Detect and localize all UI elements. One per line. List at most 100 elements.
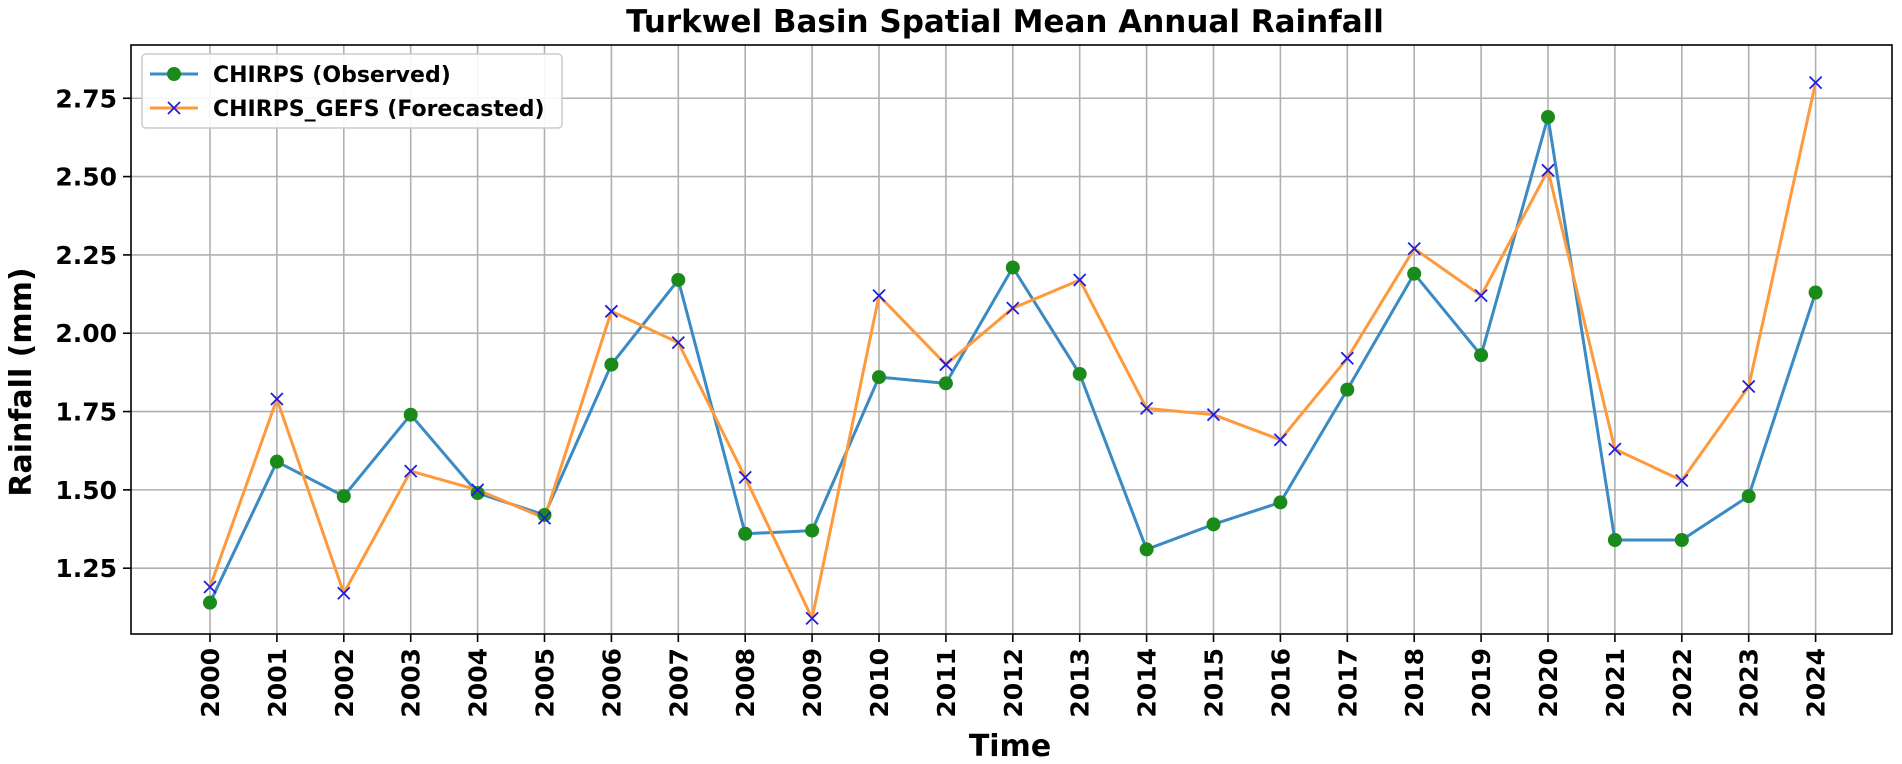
x-tick-label: 2017 xyxy=(1333,648,1362,718)
x-tick-label: 2003 xyxy=(397,648,426,718)
data-point xyxy=(403,407,418,422)
x-tick-label: 2022 xyxy=(1668,648,1697,718)
y-tick-label: 1.50 xyxy=(55,476,117,505)
data-point xyxy=(336,489,351,504)
x-tick-label: 2018 xyxy=(1400,648,1429,718)
data-point xyxy=(470,486,485,501)
data-point xyxy=(1742,379,1756,394)
series-1-markers xyxy=(203,110,1823,610)
y-tick-label: 2.75 xyxy=(55,84,117,113)
x-tick-label: 2013 xyxy=(1066,648,1095,718)
x-tick-label: 2024 xyxy=(1802,648,1831,718)
data-point xyxy=(671,272,686,287)
data-point xyxy=(1273,495,1288,510)
data-point xyxy=(1674,533,1689,548)
data-point xyxy=(671,335,685,350)
x-tick-label: 2007 xyxy=(664,648,693,718)
legend-marker xyxy=(167,67,181,81)
data-point xyxy=(604,304,619,318)
data-point xyxy=(1407,242,1421,256)
x-tick-label: 2008 xyxy=(731,648,760,718)
data-point xyxy=(1005,260,1020,275)
data-point xyxy=(1206,517,1221,532)
x-tick-label: 2015 xyxy=(1200,648,1229,718)
data-point xyxy=(269,454,284,469)
x-tick-label: 2000 xyxy=(196,648,225,718)
data-point xyxy=(1206,408,1221,422)
data-point xyxy=(1006,301,1020,315)
data-point xyxy=(1340,351,1354,365)
y-tick-label: 2.25 xyxy=(55,241,117,270)
x-tick-label: 2002 xyxy=(330,648,359,718)
data-point xyxy=(537,511,552,525)
grid-lines xyxy=(131,45,1892,634)
data-point xyxy=(872,289,886,303)
data-point xyxy=(872,370,886,385)
data-point xyxy=(938,376,953,391)
legend-marker xyxy=(167,101,181,115)
y-axis-title: Rainfall (mm) xyxy=(4,267,39,496)
y-tick-label: 2.00 xyxy=(55,319,117,348)
x-tick-label: 2011 xyxy=(932,648,961,718)
data-point xyxy=(1675,473,1689,488)
x-tick-label: 2019 xyxy=(1467,648,1496,718)
data-point xyxy=(1273,433,1288,447)
data-point xyxy=(738,470,752,484)
x-tick-label: 2004 xyxy=(464,648,493,718)
legend-label: CHIRPS_GEFS (Forecasted) xyxy=(213,97,545,122)
x-tick-label: 2016 xyxy=(1266,648,1295,718)
y-tick-label: 1.25 xyxy=(55,554,117,583)
legend-label: CHIRPS (Observed) xyxy=(213,63,451,88)
data-point xyxy=(1474,348,1489,363)
data-point xyxy=(337,586,351,600)
data-point xyxy=(1073,273,1087,287)
data-point xyxy=(470,483,485,497)
x-tick-label: 2009 xyxy=(798,648,827,718)
data-point xyxy=(203,595,217,610)
data-point xyxy=(604,357,619,372)
data-point xyxy=(270,392,284,406)
data-point xyxy=(1541,163,1555,177)
data-point xyxy=(1541,110,1555,125)
data-point xyxy=(805,611,819,625)
x-tick-label: 2006 xyxy=(597,648,626,718)
x-tick-label: 2020 xyxy=(1534,648,1563,718)
x-axis-ticks: 2000 2001 2002 2003 2004 2005 2006 2007 2008 2009… xyxy=(196,634,1831,718)
data-point xyxy=(1808,75,1823,90)
data-point xyxy=(1608,442,1622,456)
data-point xyxy=(805,523,820,538)
x-tick-label: 2005 xyxy=(531,648,560,718)
x-tick-label: 2023 xyxy=(1735,648,1764,718)
data-point xyxy=(738,526,753,541)
data-point xyxy=(203,580,217,594)
data-point xyxy=(1607,533,1622,548)
y-tick-label: 2.50 xyxy=(55,163,117,192)
chart-title: Turkwel Basin Spatial Mean Annual Rainfa… xyxy=(626,4,1384,40)
data-point xyxy=(1072,366,1087,381)
data-point xyxy=(1139,542,1154,557)
y-tick-label: 1.75 xyxy=(55,398,117,427)
legend: CHIRPS (Observed) CHIRPS_GEFS (Forecasted… xyxy=(141,53,563,129)
x-tick-label: 2014 xyxy=(1133,648,1162,718)
plot-frame xyxy=(130,44,1893,635)
data-point xyxy=(939,357,953,372)
data-point xyxy=(1474,289,1488,303)
legend-box xyxy=(141,53,563,129)
x-tick-label: 2010 xyxy=(865,648,894,718)
series-2-markers xyxy=(203,75,1823,625)
x-axis-title: Time xyxy=(969,729,1051,764)
series-layer xyxy=(203,75,1823,625)
x-tick-label: 2012 xyxy=(999,648,1028,718)
data-point xyxy=(1741,489,1756,504)
y-axis-ticks: 1.25 1.50 1.75 2.00 2.25 2.50 2.75 xyxy=(55,84,131,583)
data-point xyxy=(1808,285,1823,300)
data-point xyxy=(1407,266,1422,281)
data-point xyxy=(404,464,418,478)
data-point xyxy=(537,507,552,522)
data-point xyxy=(1139,401,1154,416)
x-tick-label: 2021 xyxy=(1601,648,1630,718)
x-tick-label: 2001 xyxy=(263,648,292,718)
data-point xyxy=(1340,382,1355,397)
